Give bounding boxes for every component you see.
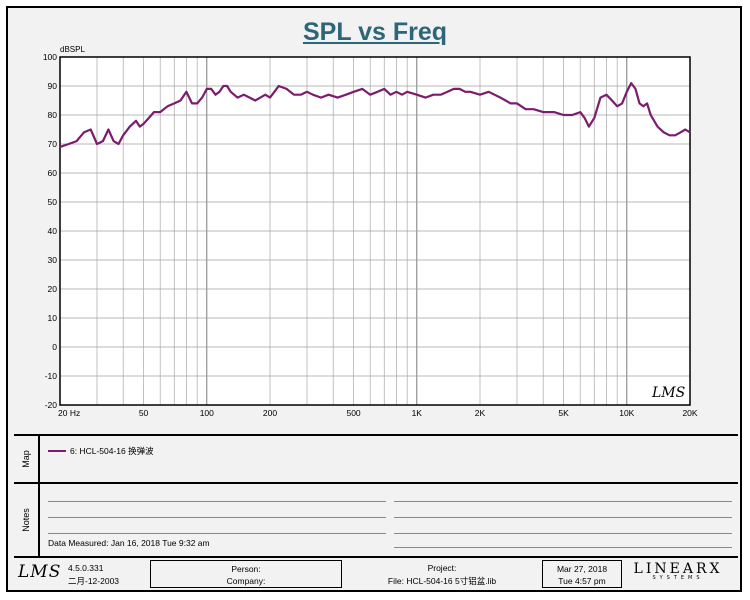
footer-logo-cell: LMS bbox=[14, 560, 60, 588]
x-tick-label: 1K bbox=[412, 408, 423, 418]
y-tick-label: 80 bbox=[48, 110, 58, 120]
series-layer bbox=[59, 82, 691, 148]
footer-date-cell: Mar 27, 2018 Tue 4:57 pm bbox=[542, 560, 622, 588]
note-line bbox=[394, 547, 732, 548]
y-tick-label: 40 bbox=[48, 226, 58, 236]
legend-label: 6: HCL-504-16 换弹波 bbox=[70, 446, 154, 456]
x-tick-label: 10K bbox=[619, 408, 634, 418]
y-tick-label: -10 bbox=[45, 371, 58, 381]
note-line bbox=[394, 533, 732, 534]
print-date: Mar 27, 2018 bbox=[556, 564, 608, 574]
company-label: Company: bbox=[226, 576, 266, 586]
map-side-label: Map bbox=[14, 436, 40, 482]
lms-watermark: LMS bbox=[651, 385, 685, 401]
x-tick-label: 2K bbox=[475, 408, 486, 418]
y-tick-label: 20 bbox=[48, 284, 58, 294]
spl-series-line bbox=[59, 82, 691, 148]
lms-logo: LMS bbox=[18, 562, 62, 582]
x-tick-label: 20 Hz bbox=[58, 408, 80, 418]
legend-entry: 6: HCL-504-16 换弹波 bbox=[48, 445, 154, 457]
x-tick-label: 200 bbox=[263, 408, 277, 418]
linearx-wordmark: LINEARX bbox=[633, 561, 723, 577]
x-tick-labels: 20 Hz 50 100 200 500 1K 2K 5K 10K 20K bbox=[58, 408, 698, 418]
notes-panel: Notes Data Measured: Jan 16, 2018 Tue 9:… bbox=[14, 484, 738, 558]
footer-version-cell: 4.5.0.331 二月-12-2003 bbox=[62, 560, 150, 588]
y-tick-label: 0 bbox=[52, 342, 57, 352]
notes-side-label: Notes bbox=[14, 484, 40, 556]
legend-swatch bbox=[48, 450, 66, 452]
x-tick-label: 50 bbox=[139, 408, 149, 418]
y-tick-label: 60 bbox=[48, 168, 58, 178]
linearx-logo: LINEARX SYSTEMS bbox=[620, 561, 736, 581]
y-axis-label: dBSPL bbox=[60, 45, 85, 54]
y-tick-label: 70 bbox=[48, 139, 58, 149]
plot-border bbox=[59, 56, 691, 406]
footer: LMS 4.5.0.331 二月-12-2003 Person: Company… bbox=[14, 560, 738, 588]
map-panel: Map 6: HCL-504-16 换弹波 bbox=[14, 434, 738, 484]
footer-project-cell: Project: File: HCL-504-16 5寸铝盆.lib bbox=[344, 560, 540, 588]
x-tick-label: 20K bbox=[682, 408, 697, 418]
person-label: Person: bbox=[231, 564, 261, 574]
note-line bbox=[48, 501, 386, 502]
x-tick-label: 5K bbox=[558, 408, 569, 418]
chart-title: SPL vs Freq bbox=[302, 18, 448, 46]
y-tick-label: 100 bbox=[43, 52, 57, 62]
print-time: Tue 4:57 pm bbox=[558, 576, 606, 586]
y-tick-label: -20 bbox=[45, 400, 58, 410]
note-line bbox=[48, 533, 386, 534]
y-tick-label: 90 bbox=[48, 81, 58, 91]
x-tick-label: 500 bbox=[346, 408, 360, 418]
file-label: File: HCL-504-16 5寸铝盆.lib bbox=[387, 576, 497, 586]
y-tick-label: 30 bbox=[48, 255, 58, 265]
x-tick-label: 100 bbox=[200, 408, 214, 418]
note-line bbox=[48, 517, 386, 518]
note-line bbox=[394, 501, 732, 502]
y-tick-label: 50 bbox=[48, 197, 58, 207]
y-tick-label: 10 bbox=[48, 313, 58, 323]
footer-person-cell: Person: Company: bbox=[150, 560, 342, 588]
linearx-subtitle: SYSTEMS bbox=[652, 575, 704, 581]
note-line bbox=[394, 517, 732, 518]
software-date: 二月-12-2003 bbox=[68, 576, 120, 586]
project-label: Project: bbox=[427, 563, 457, 573]
date-measured: Data Measured: Jan 16, 2018 Tue 9:32 am bbox=[48, 538, 210, 548]
software-version: 4.5.0.331 bbox=[68, 563, 104, 573]
